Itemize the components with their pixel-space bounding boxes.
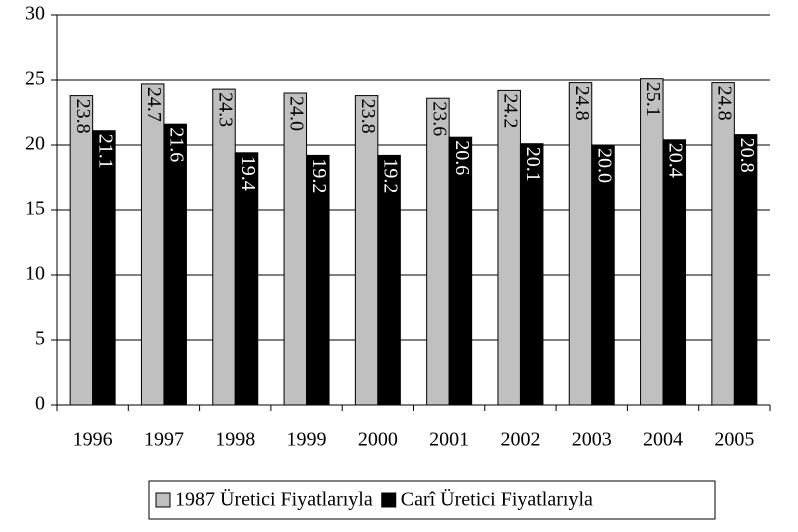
legend-box [148, 480, 716, 520]
legend-label: Carî Üretici Fiyatlarıyla [401, 488, 593, 511]
bar [92, 130, 116, 406]
x-tick-label: 2001 [429, 429, 469, 451]
value-label: 19.4 [237, 156, 259, 191]
value-label: 19.2 [308, 158, 330, 193]
y-tick-label: 20 [25, 133, 45, 155]
bar [662, 139, 687, 406]
value-label: 23.8 [72, 99, 94, 134]
x-tick-label: 2003 [572, 429, 612, 451]
legend-label: 1987 Üretici Fiyatlarıyla [175, 488, 373, 511]
bar [733, 134, 758, 406]
y-tick-label: 25 [25, 68, 45, 90]
x-tick-label: 2004 [643, 429, 683, 451]
bar [640, 78, 664, 406]
x-tick-label: 1998 [215, 429, 255, 451]
legend-swatch [381, 492, 397, 508]
value-label: 20.6 [451, 140, 473, 175]
bar [212, 88, 236, 406]
bar [568, 82, 593, 406]
value-label: 24.2 [500, 93, 522, 128]
value-label: 23.8 [357, 99, 379, 134]
value-label: 24.8 [571, 86, 593, 121]
value-label: 21.6 [166, 127, 188, 162]
value-label: 25.1 [642, 82, 664, 117]
value-label: 21.1 [94, 134, 116, 169]
bar [69, 95, 94, 406]
bar [591, 144, 615, 406]
bar [377, 154, 401, 406]
value-label: 24.8 [714, 86, 736, 121]
bar [140, 83, 165, 406]
bar [711, 82, 735, 406]
x-tick-label: 2005 [714, 429, 754, 451]
y-tick-label: 30 [25, 3, 45, 25]
x-tick-label: 1999 [287, 429, 327, 451]
value-label: 20.8 [736, 138, 758, 173]
y-tick-label: 15 [25, 198, 45, 220]
bar [306, 154, 330, 406]
value-label: 20.0 [593, 148, 615, 183]
value-label: 19.2 [380, 158, 402, 193]
bar [354, 95, 379, 406]
bar [497, 89, 521, 406]
x-tick-label: 1997 [144, 429, 184, 451]
value-label: 24.7 [143, 87, 165, 122]
bar [234, 152, 259, 406]
y-tick-label: 10 [25, 263, 45, 285]
legend-swatch [155, 492, 171, 508]
bar [163, 123, 187, 406]
x-tick-label: 2000 [358, 429, 398, 451]
value-label: 20.1 [522, 147, 544, 182]
value-label: 24.0 [286, 96, 308, 131]
y-tick-label: 5 [35, 328, 45, 350]
bar [448, 136, 473, 406]
y-tick-label: 0 [35, 393, 45, 415]
value-label: 23.6 [428, 101, 450, 136]
x-tick-label: 1996 [73, 429, 113, 451]
bar [519, 143, 544, 406]
x-tick-label: 2002 [500, 429, 540, 451]
bar [426, 97, 450, 406]
value-label: 20.4 [665, 143, 687, 178]
value-label: 24.3 [214, 92, 236, 127]
bar [283, 92, 308, 406]
